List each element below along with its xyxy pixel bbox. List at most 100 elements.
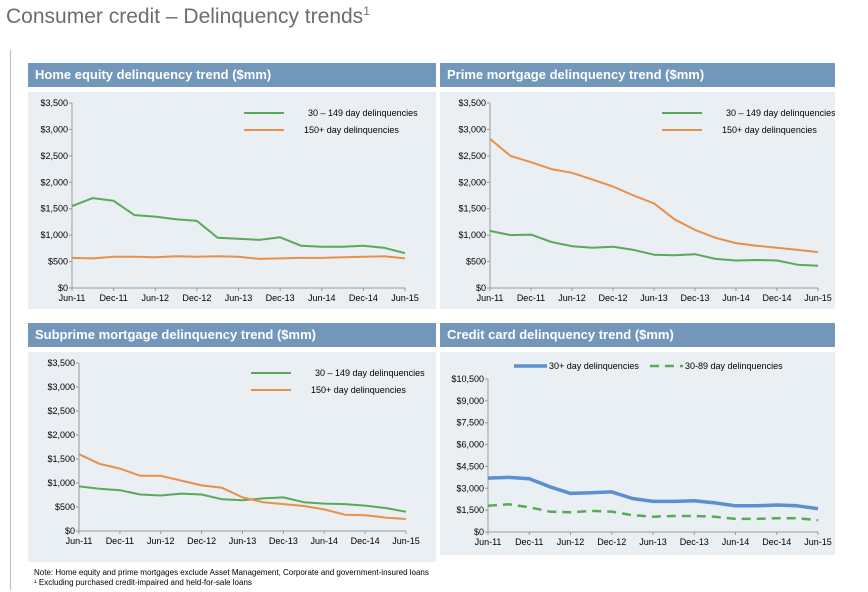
x-tick-label: Dec-14 <box>762 293 791 303</box>
x-tick-label: Jun-13 <box>229 536 257 546</box>
y-tick-label: $500 <box>55 502 75 512</box>
y-tick-label: $0 <box>65 526 75 536</box>
x-tick-label: Jun-11 <box>477 293 504 303</box>
x-tick-label: Dec-12 <box>597 537 626 547</box>
y-tick-label: $6,000 <box>456 440 484 450</box>
credit-card-chart: $0 $1,500 $3,000 $4,500 $6,000 $7,500 $9,000 $1… <box>440 352 835 555</box>
x-tick-label: Jun-15 <box>804 293 832 303</box>
chart-title: Home equity delinquency trend ($mm) <box>28 63 436 87</box>
y-tick-label: $500 <box>466 257 486 267</box>
y-tick-label: $2,500 <box>40 151 68 161</box>
y-tick-label: $1,500 <box>47 454 75 464</box>
y-tick-label: $3,500 <box>40 98 68 108</box>
series-line <box>71 197 406 255</box>
legend-label: 30+ day delinquencies <box>549 361 639 371</box>
footnotes: Note: Home equity and prime mortgages ex… <box>34 568 429 588</box>
x-tick-label: Dec-11 <box>106 536 134 546</box>
x-tick-label: Jun-15 <box>392 536 420 546</box>
y-tick-label: $2,500 <box>47 406 75 416</box>
legend-label: 30 – 149 day delinquencies <box>315 368 425 378</box>
credit-card-panel: Credit card delinquency trend ($mm) $0 $1… <box>440 323 835 555</box>
x-tick-label: Jun-11 <box>475 537 502 547</box>
y-tick-label: $0 <box>58 283 68 293</box>
x-tick-label: Dec-13 <box>266 293 295 303</box>
chart-title: Credit card delinquency trend ($mm) <box>440 323 835 347</box>
y-tick-label: $7,500 <box>456 418 484 428</box>
chart-title: Prime mortgage delinquency trend ($mm) <box>440 63 835 87</box>
series-line <box>487 475 819 511</box>
y-tick-label: $3,000 <box>40 124 68 134</box>
x-tick-label: Dec-11 <box>515 537 543 547</box>
y-tick-label: $2,000 <box>40 177 68 187</box>
x-tick-label: Jun-15 <box>391 293 419 303</box>
x-tick-label: Dec-13 <box>269 536 298 546</box>
y-tick-label: $9,000 <box>456 396 484 406</box>
prime-mortgage-panel: Prime mortgage delinquency trend ($mm) $… <box>440 63 835 309</box>
y-tick-label: $3,000 <box>47 382 75 392</box>
x-tick-label: Jun-11 <box>59 293 86 303</box>
y-tick-label: $10,500 <box>451 374 484 384</box>
series-line <box>78 485 407 513</box>
x-tick-label: Dec-14 <box>349 293 378 303</box>
x-tick-label: Jun-11 <box>66 536 93 546</box>
legend-label: 150+ day delinquencies <box>311 385 406 395</box>
y-tick-label: $2,500 <box>458 151 486 161</box>
note: Note: Home equity and prime mortgages ex… <box>34 568 429 577</box>
y-tick-label: $3,000 <box>458 124 486 134</box>
x-tick-label: Dec-11 <box>99 293 127 303</box>
x-tick-label: Dec-13 <box>680 537 709 547</box>
y-tick-label: $1,500 <box>458 204 486 214</box>
x-tick-label: Jun-14 <box>722 537 750 547</box>
x-tick-label: Jun-12 <box>147 536 175 546</box>
legend-label: 30 – 149 day delinquencies <box>726 108 835 118</box>
x-tick-label: Jun-14 <box>722 293 750 303</box>
series-line <box>78 453 407 520</box>
x-tick-label: Jun-12 <box>557 537 585 547</box>
y-tick-label: $4,500 <box>456 461 484 471</box>
subprime-mortgage-panel: Subprime mortgage delinquency trend ($mm… <box>28 323 436 562</box>
y-tick-label: $1,500 <box>40 204 68 214</box>
series-line <box>71 255 406 260</box>
legend-label: 30 – 149 day delinquencies <box>308 108 418 118</box>
series-line <box>489 138 819 254</box>
x-tick-label: Jun-13 <box>640 293 668 303</box>
y-tick-label: $1,000 <box>40 230 68 240</box>
home-equity-panel: Home equity delinquency trend ($mm) $0 $5… <box>28 63 436 309</box>
x-tick-label: Dec-12 <box>187 536 216 546</box>
legend-label: 150+ day delinquencies <box>304 125 399 135</box>
y-tick-label: $500 <box>48 257 68 267</box>
x-tick-label: Jun-15 <box>804 537 832 547</box>
y-tick-label: $1,000 <box>47 478 75 488</box>
series-line <box>487 503 819 522</box>
y-tick-label: $3,000 <box>456 483 484 493</box>
x-tick-label: Jun-14 <box>310 536 338 546</box>
x-tick-label: Jun-14 <box>308 293 336 303</box>
prime-mortgage-chart: $0 $500 $1,000 $1,500 $2,000 $2,500 $3,000 $3,5… <box>440 92 835 309</box>
y-tick-label: $3,500 <box>47 358 75 368</box>
y-tick-label: $1,500 <box>456 505 484 515</box>
series-line <box>489 229 819 267</box>
x-tick-label: Dec-12 <box>182 293 211 303</box>
x-tick-label: Jun-12 <box>558 293 586 303</box>
y-tick-label: $0 <box>476 283 486 293</box>
subprime-mortgage-chart: $0 $500 $1,000 $1,500 $2,000 $2,500 $3,000 $3,5… <box>28 352 436 562</box>
y-tick-label: $2,000 <box>47 430 75 440</box>
legend-label: 150+ day delinquencies <box>722 125 817 135</box>
x-tick-label: Dec-13 <box>680 293 709 303</box>
footnote-1: ¹ Excluding purchased credit-impaired an… <box>34 578 252 587</box>
x-tick-label: Jun-13 <box>639 537 667 547</box>
divider <box>10 50 11 590</box>
x-tick-label: Dec-11 <box>517 293 545 303</box>
home-equity-chart: $0 $500 $1,000 $1,500 $2,000 $2,500 $3,000 $3,5… <box>28 92 436 309</box>
y-tick-label: $0 <box>474 527 484 537</box>
x-tick-label: Dec-12 <box>598 293 627 303</box>
chart-title: Subprime mortgage delinquency trend ($mm… <box>28 323 436 347</box>
page-title: Consumer credit – Delinquency trends1 <box>6 4 370 28</box>
y-tick-label: $3,500 <box>458 98 486 108</box>
x-tick-label: Dec-14 <box>351 536 380 546</box>
x-tick-label: Jun-13 <box>225 293 253 303</box>
y-tick-label: $2,000 <box>458 177 486 187</box>
legend-label: 30-89 day delinquencies <box>685 361 783 371</box>
x-tick-label: Dec-14 <box>762 537 791 547</box>
y-tick-label: $1,000 <box>458 230 486 240</box>
